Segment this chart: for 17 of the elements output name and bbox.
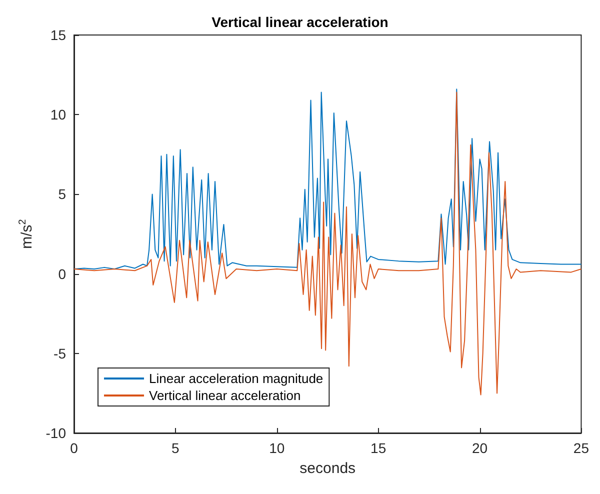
legend-label: Linear acceleration magnitude xyxy=(149,371,324,386)
y-tick-label: -10 xyxy=(46,425,66,441)
x-tick-label: 0 xyxy=(70,440,78,456)
legend-label: Vertical linear acceleration xyxy=(149,388,301,403)
y-tick-label: 15 xyxy=(50,27,66,43)
x-tick-label: 20 xyxy=(472,440,488,456)
y-tick-label: -5 xyxy=(54,345,66,362)
chart-title: Vertical linear acceleration xyxy=(212,14,388,30)
x-tick-label: 15 xyxy=(370,440,386,456)
x-tick-label: 10 xyxy=(269,440,285,456)
x-tick-label: 25 xyxy=(573,440,590,456)
y-tick-label: 5 xyxy=(58,186,66,202)
y-axis-title: m/s2 xyxy=(18,218,36,249)
y-tick-label: 10 xyxy=(50,106,66,123)
y-tick-label: 0 xyxy=(58,266,66,282)
x-axis-title: seconds xyxy=(300,460,356,477)
x-tick-label: 5 xyxy=(172,440,180,456)
